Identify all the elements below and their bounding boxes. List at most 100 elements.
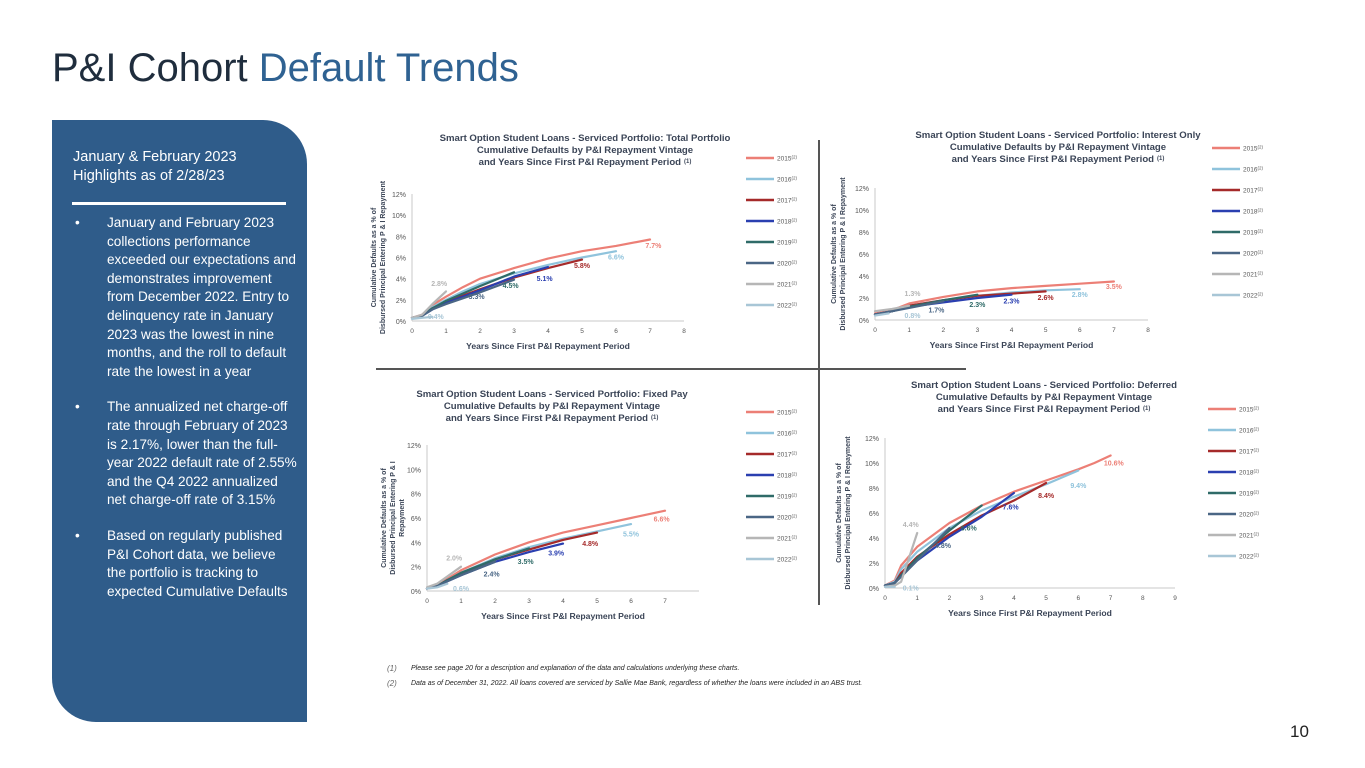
legend-year: 2021 <box>777 536 792 543</box>
x-tick-label: 1 <box>907 327 911 334</box>
y-axis-label: Cumulative Defaults as a % of Disbursed P… <box>831 177 847 331</box>
legend-year: 2018 <box>1243 209 1258 216</box>
highlight-text: Based on regularly published P&I Cohort … <box>107 527 288 599</box>
y-axis-label-line: Disbursed Principal Entering P & I Repay… <box>380 180 387 334</box>
chart-title: Smart Option Student Loans - Serviced Po… <box>915 130 1201 165</box>
y-axis-label-line: Cumulative Defaults as a % of <box>831 204 838 304</box>
data-label: 10.6% <box>1104 461 1125 468</box>
legend-year: 2022 <box>1243 293 1258 300</box>
data-label: 2.3% <box>1004 299 1021 306</box>
legend-year: 2015 <box>777 410 792 417</box>
legend-year: 2017 <box>1243 188 1258 195</box>
x-tick-label: 6 <box>614 328 618 335</box>
chart-title: Smart Option Student Loans - Serviced Po… <box>911 380 1177 415</box>
y-tick-label: 4% <box>859 274 869 281</box>
y-tick-label: 0% <box>411 589 421 596</box>
y-axis-label: Cumulative Defaults as a % of Disbursed P… <box>371 180 387 334</box>
legend-label: 2016(2) <box>1243 166 1263 174</box>
legend-year: 2021 <box>1243 272 1258 279</box>
data-label: 2.6% <box>1038 295 1055 302</box>
series-line-2021 <box>425 565 463 589</box>
chart-svg: Smart Option Student Loans - Serviced Po… <box>371 133 797 351</box>
chart-title-sup: (1) <box>1157 156 1164 162</box>
x-tick-label: 4 <box>1012 595 1016 602</box>
legend-year: 2022 <box>777 303 792 310</box>
x-tick-label: 7 <box>663 598 667 605</box>
legend-sup: (2) <box>1257 187 1263 192</box>
data-label: 3.5% <box>1106 284 1123 291</box>
legend-year: 2021 <box>1239 533 1254 540</box>
legend-year: 2015 <box>1243 146 1258 153</box>
y-tick-label: 0% <box>859 318 869 325</box>
legend-year: 2017 <box>777 198 792 205</box>
highlights-panel: January & February 2023 Highlights as of… <box>52 120 307 722</box>
y-axis-label-line: Cumulative Defaults as a % of <box>371 207 378 307</box>
y-axis-label: Cumulative Defaults as a % of Disbursed P… <box>381 461 406 575</box>
x-tick-label: 4 <box>1010 327 1014 334</box>
data-label: 7.6% <box>1003 504 1020 511</box>
page-title: P&I Cohort Default Trends <box>52 44 519 92</box>
y-tick-label: 4% <box>396 277 406 284</box>
data-label: 0.1% <box>903 586 920 593</box>
legend-year: 2015 <box>1239 407 1254 414</box>
legend-label: 2021(2) <box>777 535 797 543</box>
x-tick-label: 2 <box>948 595 952 602</box>
y-axis-label: Cumulative Defaults as a % of Disbursed P… <box>836 436 852 590</box>
data-label: 6.6% <box>654 517 671 524</box>
data-label: 2.0% <box>446 556 463 563</box>
legend-label: 2019(2) <box>1239 490 1259 498</box>
chart-title-line: Cumulative Defaults by P&I Repayment Vin… <box>950 142 1166 153</box>
legend-label: 2021(2) <box>1239 532 1259 540</box>
legend-sup: (2) <box>1253 511 1259 516</box>
data-label: 2.3% <box>969 302 986 309</box>
data-label: 8.4% <box>1038 493 1055 500</box>
x-axis-label: Years Since First P&I Repayment Period <box>466 341 630 351</box>
x-tick-label: 3 <box>527 598 531 605</box>
chart-title-line: Cumulative Defaults by P&I Repayment Vin… <box>936 392 1152 403</box>
series-line-2020 <box>883 526 951 587</box>
y-axis-label-line: Repayment <box>399 498 406 536</box>
series-line-2015 <box>883 454 1112 587</box>
legend-year: 2016 <box>777 431 792 438</box>
chart-svg: Smart Option Student Loans - Serviced Po… <box>836 380 1259 618</box>
legend-label: 2019(2) <box>777 493 797 501</box>
legend-label: 2017(2) <box>777 197 797 205</box>
legend-year: 2016 <box>1239 428 1254 435</box>
legend-label: 2020(2) <box>1243 250 1263 258</box>
title-part-2: Default Trends <box>258 46 519 90</box>
data-label: 0.6% <box>453 586 470 593</box>
y-tick-label: 8% <box>859 230 869 237</box>
series-line-2022 <box>425 582 449 590</box>
legend-sup: (2) <box>1257 250 1263 255</box>
data-label: 7.7% <box>645 243 662 250</box>
legend-sup: (2) <box>791 302 797 307</box>
legend-label: 2019(2) <box>777 239 797 247</box>
legend-label: 2018(2) <box>777 218 797 226</box>
x-tick-label: 6 <box>629 598 633 605</box>
legend-year: 2020 <box>1239 512 1254 519</box>
legend-sup: (2) <box>1253 427 1259 432</box>
legend-sup: (2) <box>1253 448 1259 453</box>
legend-label: 2015(2) <box>1239 406 1259 414</box>
chart-title-sup: (1) <box>651 415 658 421</box>
x-tick-label: 7 <box>1109 595 1113 602</box>
highlight-item: • The annualized net charge-off rate thro… <box>72 398 297 510</box>
x-tick-label: 8 <box>1146 327 1150 334</box>
legend-sup: (2) <box>1253 490 1259 495</box>
legend-sup: (2) <box>1257 271 1263 276</box>
data-label: 3.3% <box>469 294 486 301</box>
legend-year: 2021 <box>777 282 792 289</box>
legend-sup: (2) <box>791 556 797 561</box>
x-tick-label: 0 <box>410 328 414 335</box>
legend-label: 2020(2) <box>777 260 797 268</box>
y-tick-label: 8% <box>411 492 421 499</box>
data-label: 4.5% <box>503 283 520 290</box>
x-tick-label: 8 <box>1141 595 1145 602</box>
x-tick-label: 2 <box>478 328 482 335</box>
data-label: 2.4% <box>484 571 501 578</box>
legend-year: 2017 <box>1239 449 1254 456</box>
legend-year: 2019 <box>777 494 792 501</box>
chart-title-line: and Years Since First P&I Repayment Peri… <box>952 154 1155 165</box>
chart-title-line: Cumulative Defaults by P&I Repayment Vin… <box>444 401 660 412</box>
legend-sup: (2) <box>791 155 797 160</box>
